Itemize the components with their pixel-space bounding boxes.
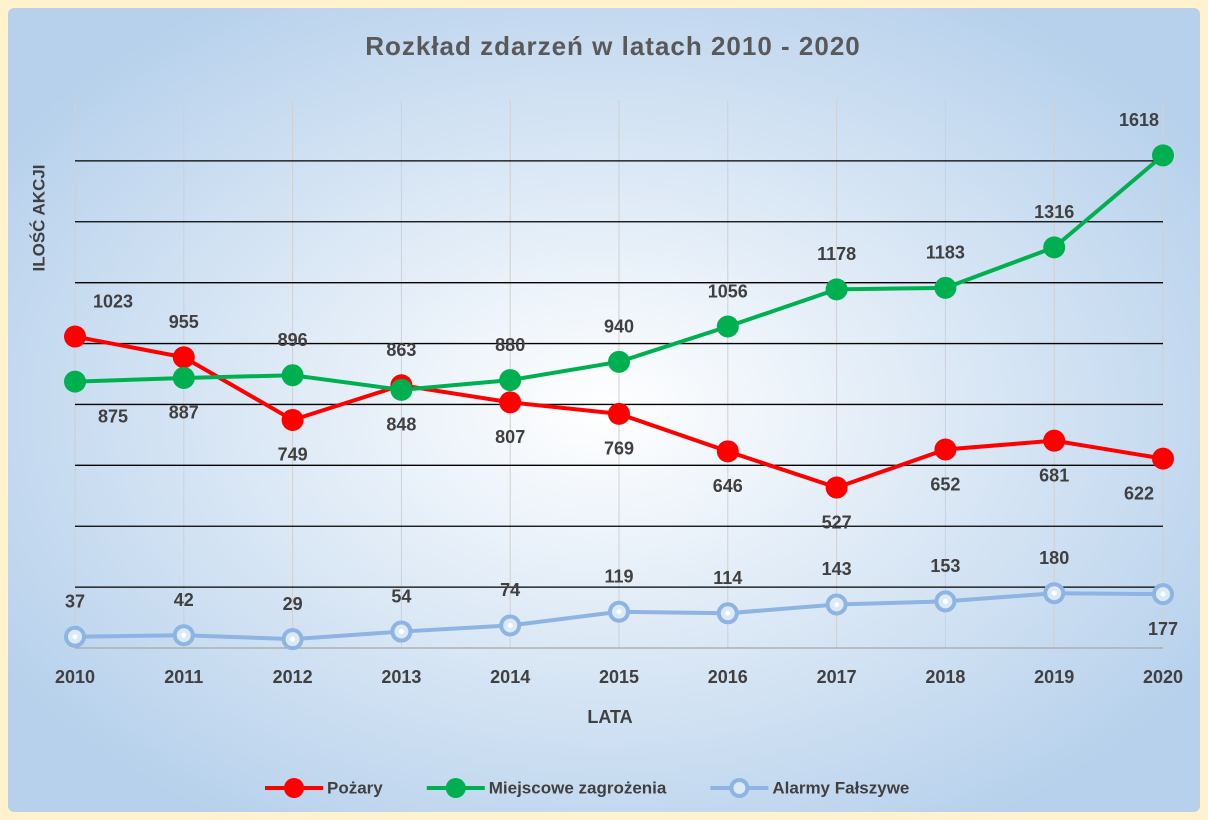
- data-label: 1183: [926, 243, 965, 263]
- x-tick-label: 2020: [1143, 667, 1183, 687]
- x-tick-label: 2017: [817, 667, 857, 687]
- data-label: 848: [386, 415, 416, 435]
- data-label: 646: [713, 476, 743, 496]
- x-tick-label: 2016: [708, 667, 748, 687]
- data-label: 955: [169, 312, 199, 332]
- point-marker: [934, 276, 957, 299]
- legend-marker: [445, 778, 466, 798]
- data-label: 37: [65, 591, 85, 611]
- point-marker: [499, 391, 522, 414]
- data-label: 875: [98, 406, 128, 426]
- data-label: 143: [822, 559, 852, 579]
- data-label: 887: [169, 403, 199, 423]
- data-label: 769: [604, 439, 634, 459]
- point-marker-center: [616, 609, 622, 615]
- point-marker: [1043, 236, 1066, 259]
- point-marker: [1152, 447, 1174, 470]
- point-marker-center: [725, 610, 731, 616]
- point-marker: [934, 438, 957, 461]
- point-marker: [716, 315, 739, 338]
- point-marker-center: [1051, 590, 1057, 596]
- data-label: 119: [604, 567, 633, 587]
- point-marker: [1043, 429, 1066, 452]
- data-label: 940: [604, 317, 634, 337]
- point-marker: [499, 369, 522, 392]
- data-label: 1023: [93, 291, 133, 311]
- data-label: 177: [1148, 619, 1178, 639]
- data-label: 1178: [817, 244, 856, 264]
- y-axis-label: ILOŚĆ AKCJI: [29, 164, 48, 271]
- data-label: 114: [713, 568, 742, 588]
- x-tick-label: 2013: [381, 667, 421, 687]
- data-label: 681: [1039, 465, 1069, 485]
- data-label: 749: [278, 445, 308, 465]
- point-marker-center: [942, 598, 948, 604]
- x-tick-label: 2010: [55, 667, 95, 687]
- point-marker: [390, 378, 413, 401]
- point-marker: [64, 370, 86, 393]
- point-marker-center: [181, 632, 187, 638]
- x-tick-label: 2019: [1034, 667, 1074, 687]
- point-marker-center: [1160, 591, 1166, 597]
- point-marker: [608, 350, 630, 373]
- data-label: 1316: [1034, 202, 1074, 222]
- point-marker: [608, 402, 630, 425]
- legend-label: Miejscowe zagrożenia: [489, 778, 667, 797]
- x-tick-label: 2012: [273, 667, 313, 687]
- point-marker: [281, 408, 304, 431]
- legend-marker: [729, 778, 750, 798]
- legend: Pożary Miejscowe zagrożenia Alarmy Fałszyw…: [265, 778, 909, 798]
- point-marker-center: [398, 629, 404, 635]
- point-marker: [64, 325, 86, 348]
- data-label: 153: [930, 556, 960, 576]
- point-marker-center: [507, 622, 513, 628]
- point-marker: [172, 346, 195, 369]
- data-label: 896: [278, 330, 308, 350]
- data-label: 1056: [708, 281, 748, 301]
- point-marker: [172, 366, 195, 389]
- chart-title: Rozkład zdarzeń w latach 2010 - 2020: [365, 31, 861, 61]
- data-label: 622: [1124, 483, 1154, 503]
- legend-marker: [284, 778, 304, 798]
- data-label: 880: [495, 335, 525, 355]
- legend-label: Pożary: [327, 778, 383, 797]
- data-label: 652: [930, 474, 960, 494]
- data-label: 180: [1039, 548, 1069, 568]
- legend-label: Alarmy Fałszywe: [772, 778, 909, 797]
- data-label: 74: [500, 580, 520, 600]
- x-tick-label: 2011: [164, 667, 203, 687]
- data-label: 527: [822, 512, 852, 532]
- point-marker-center: [72, 634, 78, 640]
- chart-background: [8, 8, 1200, 812]
- x-axis-label: LATA: [587, 707, 632, 727]
- data-label: 29: [283, 594, 303, 614]
- data-label: 42: [174, 590, 194, 610]
- x-tick-label: 2015: [599, 667, 639, 687]
- point-marker: [281, 364, 304, 387]
- x-tick-label: 2014: [490, 667, 530, 687]
- point-marker: [1152, 144, 1174, 167]
- data-label: 863: [386, 340, 416, 360]
- point-marker: [825, 476, 848, 499]
- x-tick-label: 2018: [925, 667, 965, 687]
- point-marker-center: [290, 636, 296, 642]
- point-marker: [825, 278, 848, 301]
- data-label: 807: [495, 427, 525, 447]
- data-label: 1618: [1119, 110, 1159, 130]
- point-marker: [716, 440, 739, 463]
- point-marker-center: [834, 601, 840, 607]
- data-label: 54: [391, 586, 411, 606]
